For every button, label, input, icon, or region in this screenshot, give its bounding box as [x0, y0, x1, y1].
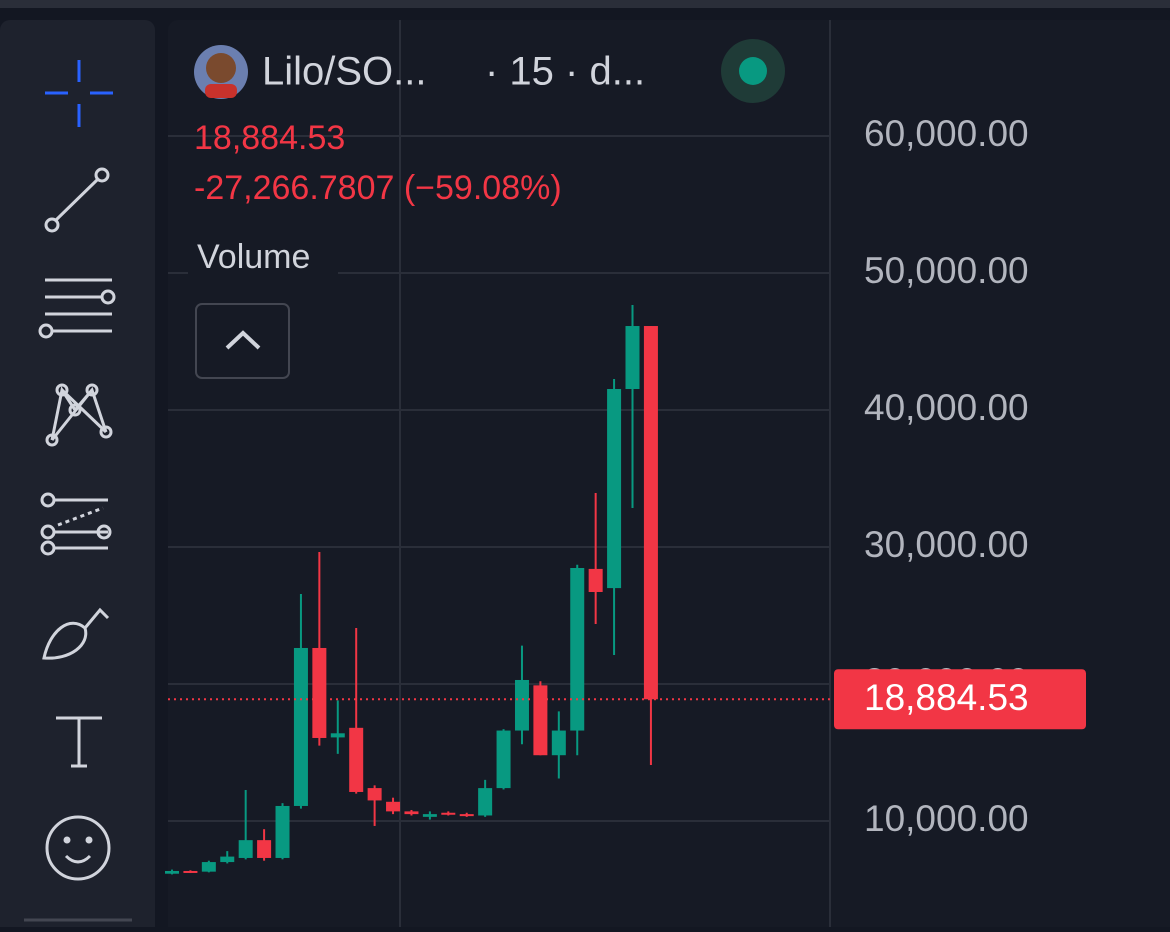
candles	[165, 305, 658, 875]
pattern-tool[interactable]	[45, 383, 113, 447]
fib-tool[interactable]	[40, 492, 112, 556]
candle-body	[238, 840, 253, 858]
candle-body	[330, 733, 345, 738]
candle-body	[367, 788, 382, 801]
volume-label-bg	[188, 236, 338, 280]
candle-body	[625, 326, 640, 390]
candle-body	[607, 389, 622, 589]
lines-tool[interactable]	[38, 278, 116, 339]
volume-label[interactable]: Volume	[197, 238, 310, 276]
candle-body	[496, 730, 511, 789]
candle-body	[165, 870, 179, 874]
price-tag-label: 18,884.53	[864, 677, 1029, 718]
crosshair-tool[interactable]	[45, 60, 113, 127]
y-tick-label: 60,000.00	[864, 113, 1029, 154]
candle-body	[643, 326, 658, 700]
candle-body	[293, 647, 308, 806]
candle-body	[588, 568, 603, 592]
header: Lilo/SO... · 15 · d... 18,884.53 -27,266…	[188, 39, 785, 379]
candle-body	[514, 679, 529, 731]
price-tag	[834, 669, 1086, 730]
brush-tool[interactable]	[42, 607, 110, 660]
price-change: -27,266.7807 (−59.08%)	[194, 169, 562, 207]
toolbar	[0, 20, 155, 932]
candle-body	[220, 856, 235, 863]
y-tick-label: 40,000.00	[864, 387, 1029, 428]
toolbar-icons	[24, 60, 132, 922]
text-tool[interactable]	[56, 716, 102, 768]
status-dot	[739, 57, 767, 85]
candle-body	[183, 870, 198, 873]
candle-body	[201, 862, 216, 872]
candle-body	[478, 788, 493, 816]
caret-icon	[225, 330, 261, 350]
collapse-button[interactable]	[195, 303, 290, 379]
candle-body	[551, 730, 566, 756]
candle-body	[312, 647, 327, 738]
candle-body	[570, 567, 585, 731]
interval[interactable]: · 15 · d...	[485, 50, 645, 94]
avatar-face	[206, 53, 236, 83]
y-tick-label: 50,000.00	[864, 250, 1029, 291]
candle-body	[349, 727, 364, 792]
avatar-shirt	[205, 84, 237, 98]
candle-body	[459, 814, 474, 817]
last-price: 18,884.53	[194, 119, 345, 157]
candle-body	[275, 805, 290, 858]
candle-body	[257, 840, 272, 858]
candle-body	[404, 811, 419, 815]
price-tag-group: 18,884.53	[168, 669, 1086, 730]
candle-body	[533, 685, 548, 756]
top-bar	[0, 0, 1170, 8]
y-tick-label: 30,000.00	[864, 524, 1029, 565]
emoji-tool[interactable]	[45, 815, 111, 881]
candle-body	[441, 812, 456, 815]
trendline-tool[interactable]	[44, 167, 110, 233]
y-tick-label: 10,000.00	[864, 798, 1029, 839]
candle-body	[422, 814, 437, 817]
symbol[interactable]: Lilo/SO...	[262, 50, 427, 94]
candle-body	[386, 801, 401, 812]
